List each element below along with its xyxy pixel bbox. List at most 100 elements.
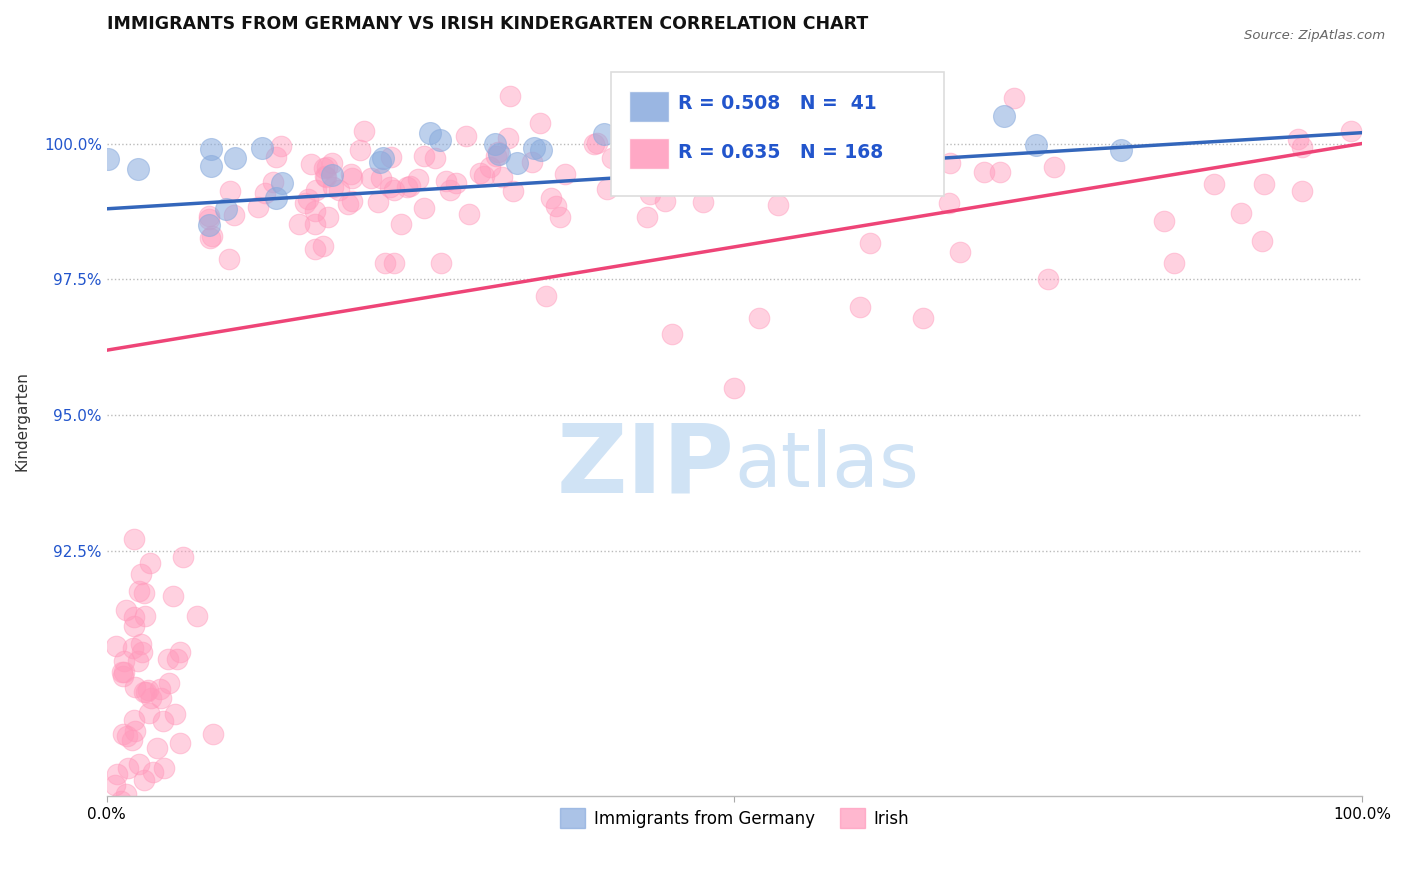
Point (685, 131, 707, 145)
Point (156, 651, 179, 665)
Point (131, 645, 153, 659)
Point (316, 210, 339, 224)
Point (1002, 90, 1025, 104)
Point (202, 727, 225, 741)
Point (1253, 177, 1275, 191)
Point (486, 145, 509, 160)
Point (893, 149, 915, 163)
Point (264, 191, 287, 205)
Point (413, 149, 436, 163)
Point (138, 682, 160, 697)
Point (408, 172, 430, 186)
Point (540, 191, 562, 205)
Point (107, 767, 129, 781)
Point (105, 828, 128, 842)
FancyBboxPatch shape (628, 138, 669, 169)
Text: Source: ZipAtlas.com: Source: ZipAtlas.com (1244, 29, 1385, 42)
Point (305, 183, 328, 197)
Point (583, 137, 606, 152)
Point (505, 156, 527, 170)
Point (434, 174, 457, 188)
Point (636, 211, 658, 225)
Point (457, 207, 479, 221)
Point (389, 217, 412, 231)
Point (849, 300, 872, 314)
Point (100, 843, 122, 857)
Point (198, 209, 221, 223)
Point (602, 151, 624, 165)
Point (530, 143, 553, 157)
Point (1286, 131, 1309, 145)
Point (162, 589, 184, 603)
Point (554, 167, 576, 181)
Point (288, 217, 311, 231)
Point (456, 129, 478, 144)
FancyBboxPatch shape (628, 91, 669, 122)
Point (1202, 178, 1225, 192)
Point (491, 170, 513, 185)
Point (132, 586, 155, 600)
Point (444, 176, 467, 190)
Point (304, 204, 326, 219)
Point (166, 652, 188, 666)
Point (770, 164, 793, 178)
Text: atlas: atlas (734, 429, 920, 503)
Point (165, 706, 187, 721)
Point (534, 289, 557, 303)
Point (224, 151, 246, 165)
Point (121, 732, 143, 747)
Point (949, 245, 972, 260)
Point (340, 171, 363, 186)
Point (1109, 144, 1132, 158)
Point (654, 194, 676, 208)
Point (141, 811, 163, 825)
Point (548, 210, 571, 224)
Point (139, 840, 162, 855)
Point (111, 665, 134, 680)
Point (159, 676, 181, 690)
Point (270, 177, 292, 191)
Point (678, 122, 700, 136)
Point (112, 669, 135, 683)
Text: R = 0.508   N =  41: R = 0.508 N = 41 (678, 94, 876, 113)
Point (367, 194, 389, 209)
Point (128, 584, 150, 599)
Point (897, 124, 920, 138)
Point (419, 126, 441, 140)
Legend: Immigrants from Germany, Irish: Immigrants from Germany, Irish (553, 799, 917, 837)
Point (723, 381, 745, 395)
Point (683, 146, 706, 161)
Point (142, 765, 165, 780)
Point (128, 756, 150, 771)
Point (129, 636, 152, 650)
Point (200, 142, 222, 156)
Point (222, 208, 245, 222)
Point (678, 154, 700, 169)
Point (360, 171, 382, 186)
Point (127, 161, 149, 176)
Point (152, 714, 174, 729)
Text: ZIP: ZIP (557, 419, 734, 512)
Point (201, 228, 224, 243)
Point (748, 310, 770, 325)
Point (315, 169, 337, 184)
Point (122, 609, 145, 624)
Point (973, 165, 995, 179)
Point (744, 109, 766, 123)
Point (425, 152, 447, 166)
Point (97, 153, 120, 167)
Point (336, 196, 359, 211)
Point (124, 680, 146, 694)
Point (322, 180, 344, 194)
Point (938, 156, 960, 170)
Point (851, 160, 873, 174)
Point (297, 192, 319, 206)
Point (835, 126, 858, 140)
Point (439, 183, 461, 197)
Point (731, 173, 754, 187)
Point (370, 170, 392, 185)
FancyBboxPatch shape (612, 72, 943, 195)
Point (129, 567, 152, 582)
Point (115, 729, 138, 743)
Point (592, 127, 614, 141)
